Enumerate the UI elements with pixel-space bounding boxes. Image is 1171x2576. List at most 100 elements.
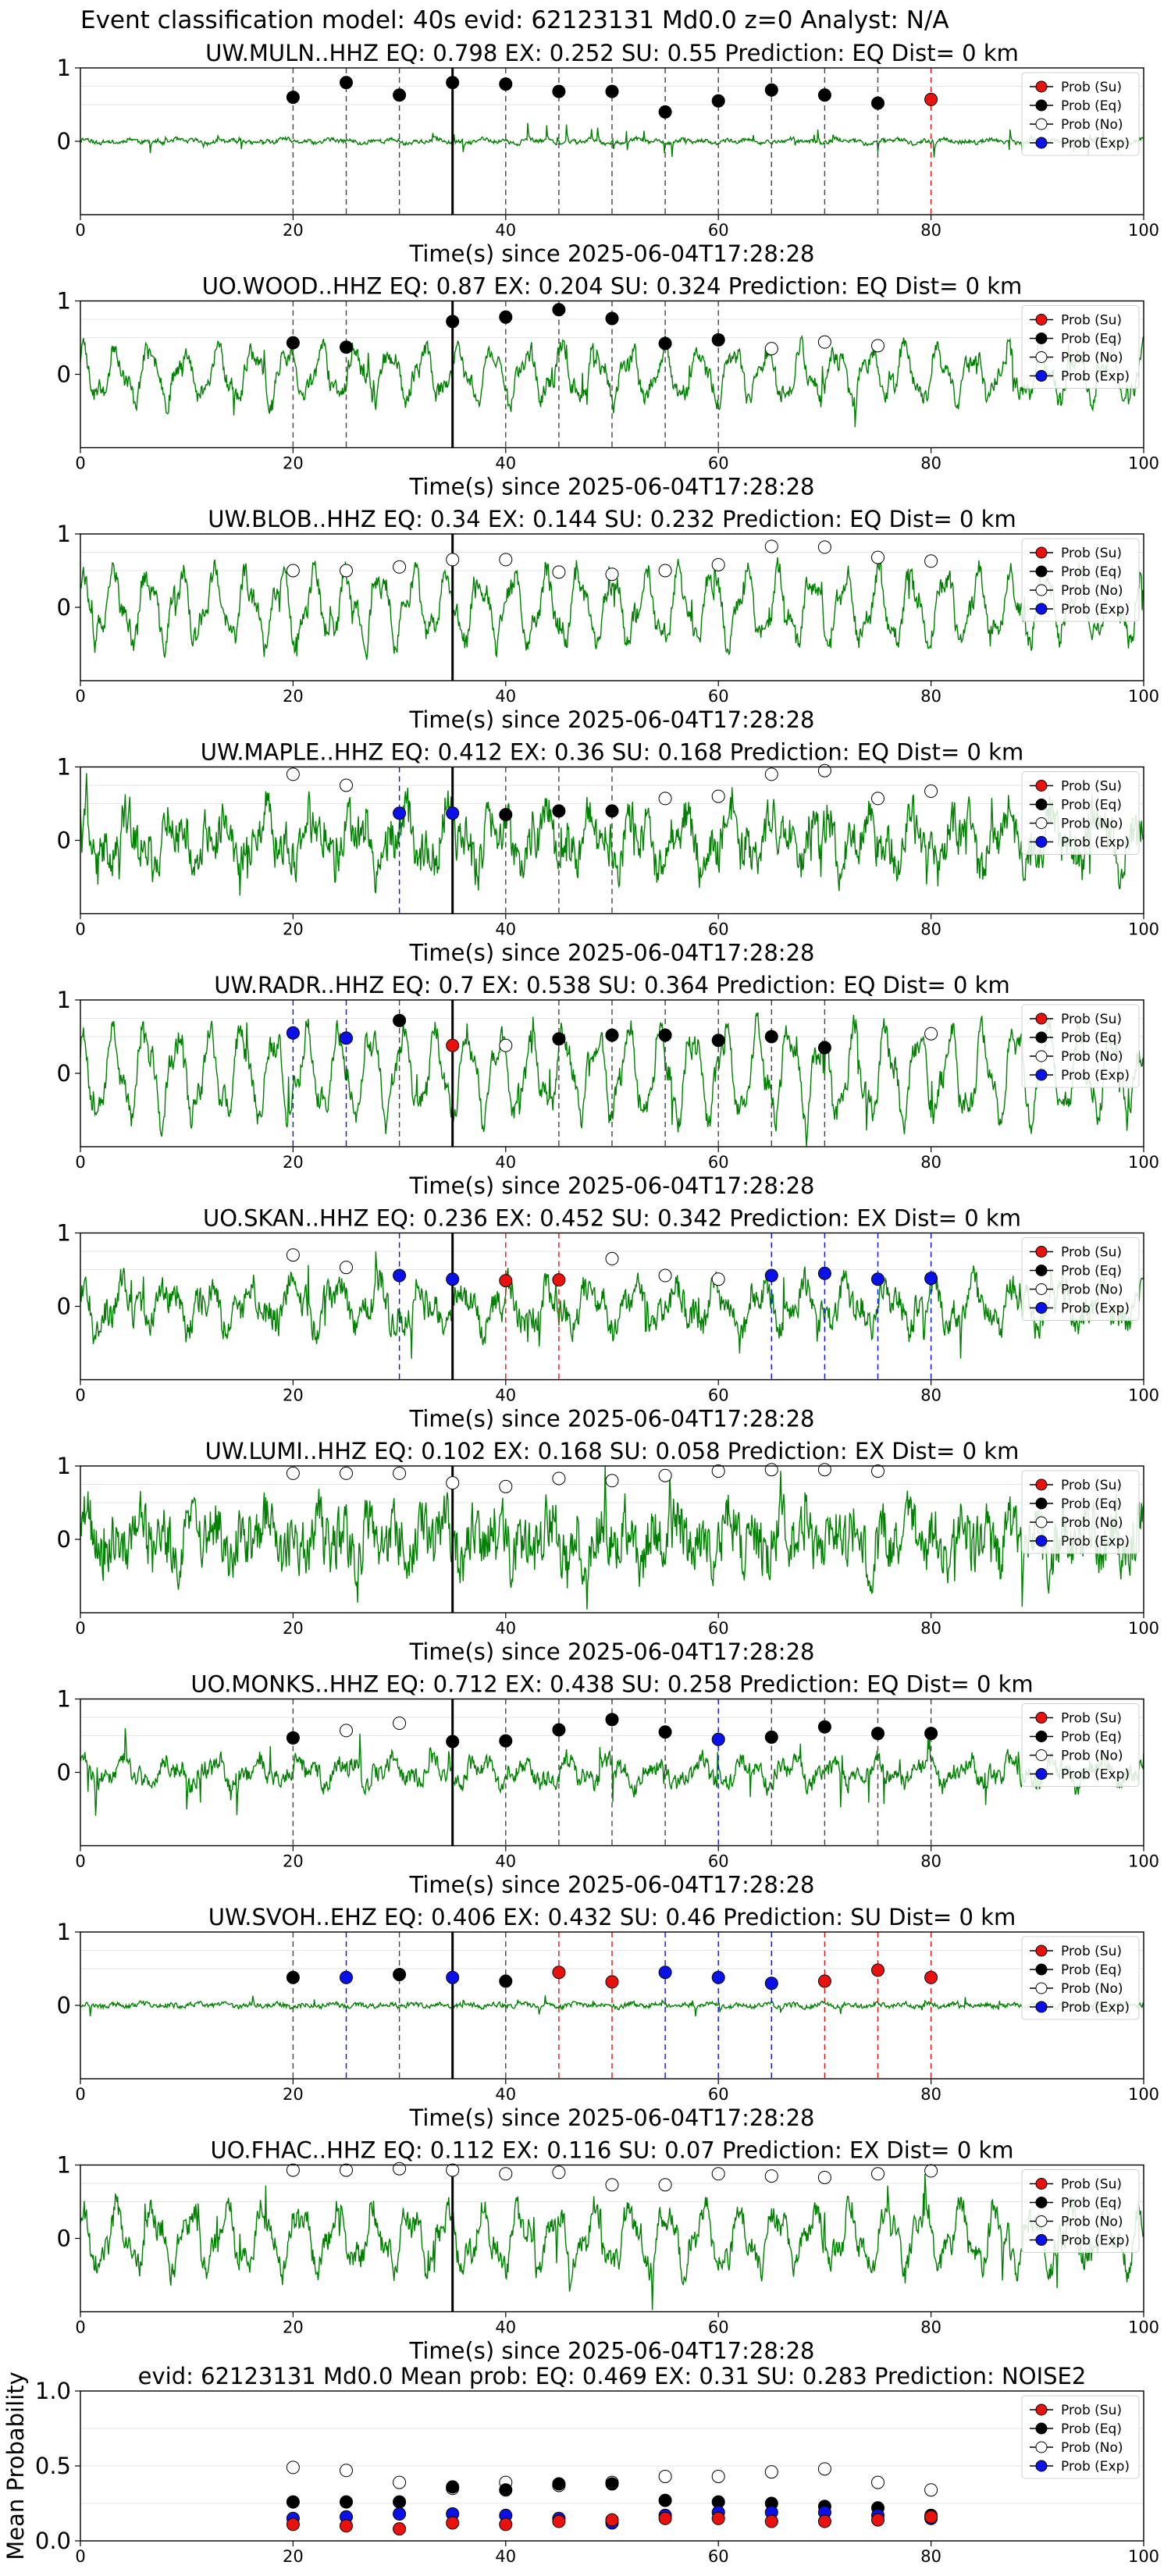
prob-point-no [286, 564, 300, 578]
prob-point-no [817, 335, 831, 349]
y-tick-label: 0.5 [35, 2453, 71, 2479]
x-tick-label: 80 [920, 1153, 941, 1172]
prob-point-exp [446, 1272, 460, 1286]
legend-label-su: Prob (Su) [1061, 1012, 1122, 1027]
panel-title: UO.MONKS..HHZ EQ: 0.712 EX: 0.438 SU: 0.… [190, 1671, 1033, 1698]
y-tick-label: 0 [57, 2226, 71, 2252]
mean-point-no [924, 2483, 938, 2497]
prob-point-eq [605, 804, 619, 818]
y-tick-label: 1 [57, 1453, 71, 1479]
x-tick-label: 60 [708, 1619, 729, 1638]
legend: Prob (Su) Prob (Eq) Prob (No) Prob (Exp) [1021, 1237, 1140, 1321]
prob-point-no [340, 1261, 353, 1275]
prob-point-no [446, 553, 460, 567]
prob-point-no [393, 1466, 407, 1480]
mean-point-no [871, 2475, 884, 2489]
prob-point-exp [871, 1272, 884, 1286]
legend-marker-no [1035, 2441, 1048, 2453]
x-tick-label: 60 [708, 1852, 729, 1871]
prob-point-eq [286, 1970, 300, 1984]
legend-marker-exp [1035, 1768, 1048, 1780]
x-tick-label: 20 [283, 2547, 304, 2566]
prob-point-no [764, 767, 778, 781]
prob-point-eq [446, 315, 460, 329]
x-tick-label: 100 [1128, 1153, 1159, 1172]
mean-point-su [499, 2517, 513, 2532]
x-tick-label: 0 [75, 221, 85, 240]
panel-title: UW.BLOB..HHZ EQ: 0.34 EX: 0.144 SU: 0.23… [208, 506, 1016, 532]
prob-point-no [552, 565, 566, 579]
legend-marker-su [1035, 1944, 1048, 1957]
legend-box [1021, 771, 1140, 855]
legend: Prob (Su) Prob (Eq) Prob (No) Prob (Exp) [1021, 2395, 1140, 2479]
prob-point-eq [871, 96, 884, 110]
legend-marker-no [1035, 584, 1048, 596]
prob-point-su [446, 1038, 460, 1052]
prob-point-eq [658, 1725, 672, 1739]
legend-marker-su [1035, 1478, 1048, 1491]
x-tick-label: 60 [708, 2085, 729, 2104]
panel-title: UW.MULN..HHZ EQ: 0.798 EX: 0.252 SU: 0.5… [205, 40, 1019, 66]
prob-point-no [658, 1468, 672, 1482]
legend-marker-exp [1035, 603, 1048, 615]
prob-point-no [286, 2163, 300, 2177]
panel-mean: evid: 62123131 Md0.0 Mean prob: EQ: 0.46… [2, 2363, 1159, 2566]
y-tick-label: 1 [57, 55, 71, 81]
prob-point-no [552, 2165, 566, 2179]
prob-point-no [393, 560, 407, 574]
legend-marker-eq [1035, 2197, 1048, 2208]
waveform-trace [80, 1251, 1144, 1359]
prob-point-eq [499, 808, 513, 822]
x-tick-label: 80 [920, 2318, 941, 2337]
x-tick-label: 100 [1128, 2547, 1159, 2566]
legend: Prob (Su) Prob (Eq) Prob (No) Prob (Exp) [1021, 2169, 1140, 2253]
legend-label-eq: Prob (Eq) [1061, 1496, 1122, 1512]
mean-point-exp [393, 2507, 407, 2521]
prob-point-eq [711, 94, 725, 108]
prob-point-no [711, 2167, 725, 2181]
mean-point-eq [552, 2477, 566, 2491]
x-tick-label: 40 [495, 1619, 516, 1638]
legend-box [1021, 2395, 1140, 2479]
x-tick-label: 60 [708, 1153, 729, 1172]
x-axis-label: Time(s) since 2025-06-04T17:28:28 [409, 706, 815, 733]
prob-point-no [924, 1026, 938, 1041]
panel-title: UW.LUMI..HHZ EQ: 0.102 EX: 0.168 SU: 0.0… [205, 1438, 1020, 1464]
legend-marker-no [1035, 1283, 1048, 1295]
prob-point-eq [446, 76, 460, 90]
y-tick-label: 0 [57, 1992, 71, 2019]
prob-point-no [764, 539, 778, 553]
prob-point-eq [286, 91, 300, 105]
x-tick-label: 20 [283, 2318, 304, 2337]
legend-marker-eq [1035, 333, 1048, 344]
x-tick-label: 0 [75, 1619, 85, 1638]
legend-box [1021, 305, 1140, 389]
prob-point-eq [605, 84, 619, 98]
legend-marker-su [1035, 2178, 1048, 2190]
panel-title: UW.MAPLE..HHZ EQ: 0.412 EX: 0.36 SU: 0.1… [201, 739, 1023, 766]
legend: Prob (Su) Prob (Eq) Prob (No) Prob (Exp) [1021, 1470, 1140, 1554]
legend-box [1021, 1703, 1140, 1787]
legend-box [1021, 2169, 1140, 2253]
legend-marker-eq [1035, 2422, 1048, 2435]
prob-point-eq [286, 336, 300, 350]
prob-point-exp [764, 1976, 778, 1991]
y-tick-label: 1 [57, 754, 71, 781]
legend-marker-su [1035, 546, 1048, 559]
legend-marker-su [1035, 780, 1048, 792]
prob-point-su [924, 1970, 938, 1984]
y-tick-label: 1 [57, 1686, 71, 1713]
prob-point-no [605, 2178, 619, 2192]
prob-point-no [658, 2178, 672, 2192]
prob-point-eq [764, 83, 778, 97]
x-tick-label: 60 [708, 2547, 729, 2566]
legend-label-eq: Prob (Eq) [1061, 2421, 1122, 2437]
prob-point-no [764, 342, 778, 356]
x-tick-label: 80 [920, 2085, 941, 2104]
prob-point-eq [286, 1731, 300, 1745]
y-axis-label: Mean Probability [2, 2371, 29, 2560]
x-tick-label: 80 [920, 2547, 941, 2566]
legend-box [1021, 538, 1140, 622]
legend-label-su: Prob (Su) [1061, 1478, 1122, 1493]
mean-point-su [924, 2510, 938, 2524]
